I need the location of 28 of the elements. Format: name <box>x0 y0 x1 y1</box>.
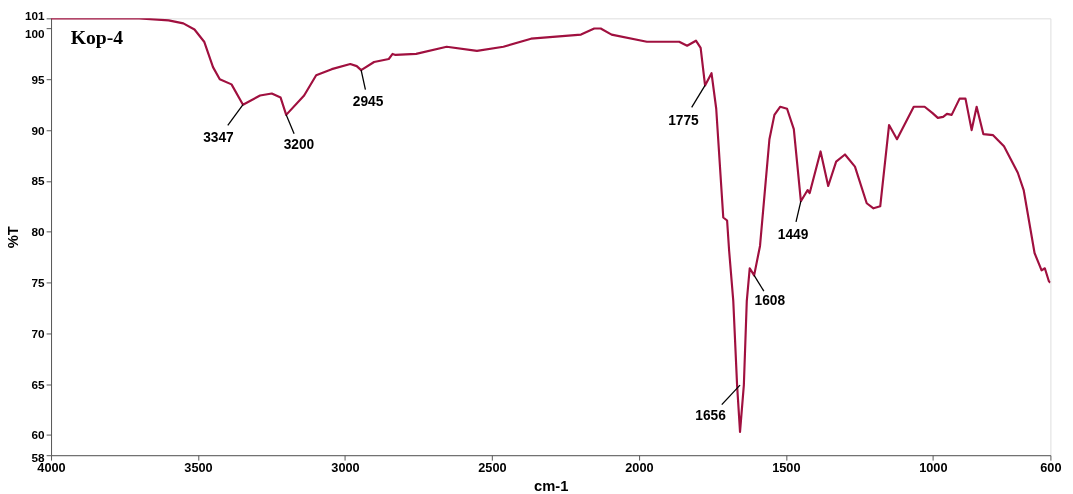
y-tick-label: 60 <box>31 428 46 442</box>
x-axis-title: cm-1 <box>534 478 569 494</box>
x-tick-label: 3000 <box>331 460 360 476</box>
y-tick-label: 65 <box>31 377 46 391</box>
y-tick-label: 100 <box>25 26 46 40</box>
annotation: 1656 <box>695 408 727 424</box>
y-tick-label: 90 <box>31 123 46 137</box>
x-tick-label: 1000 <box>919 460 948 476</box>
y-tick-label: 80 <box>31 225 46 239</box>
annotation: 1608 <box>754 292 786 308</box>
y-tick-label: 58 <box>31 450 46 464</box>
y-tick-label: 101 <box>25 8 46 22</box>
x-tick-label: 1500 <box>772 460 801 476</box>
annotation: 3347 <box>203 130 235 146</box>
annotation: 2945 <box>352 93 384 109</box>
y-axis-title: %T <box>5 226 22 249</box>
x-tick-label: 600 <box>1040 460 1062 476</box>
y-tick-label: 75 <box>31 275 46 289</box>
chart-title: Kop-4 <box>70 26 124 48</box>
y-tick-label: 70 <box>31 326 46 340</box>
x-tick-label: 3500 <box>184 460 213 476</box>
annotation: 1775 <box>668 112 700 128</box>
x-tick-label: 2000 <box>625 460 654 476</box>
y-tick-label: 95 <box>31 72 46 86</box>
x-tick-label: 2500 <box>478 460 507 476</box>
annotation: 1449 <box>777 226 809 242</box>
y-tick-label: 85 <box>31 174 46 188</box>
annotation: 3200 <box>283 137 315 153</box>
